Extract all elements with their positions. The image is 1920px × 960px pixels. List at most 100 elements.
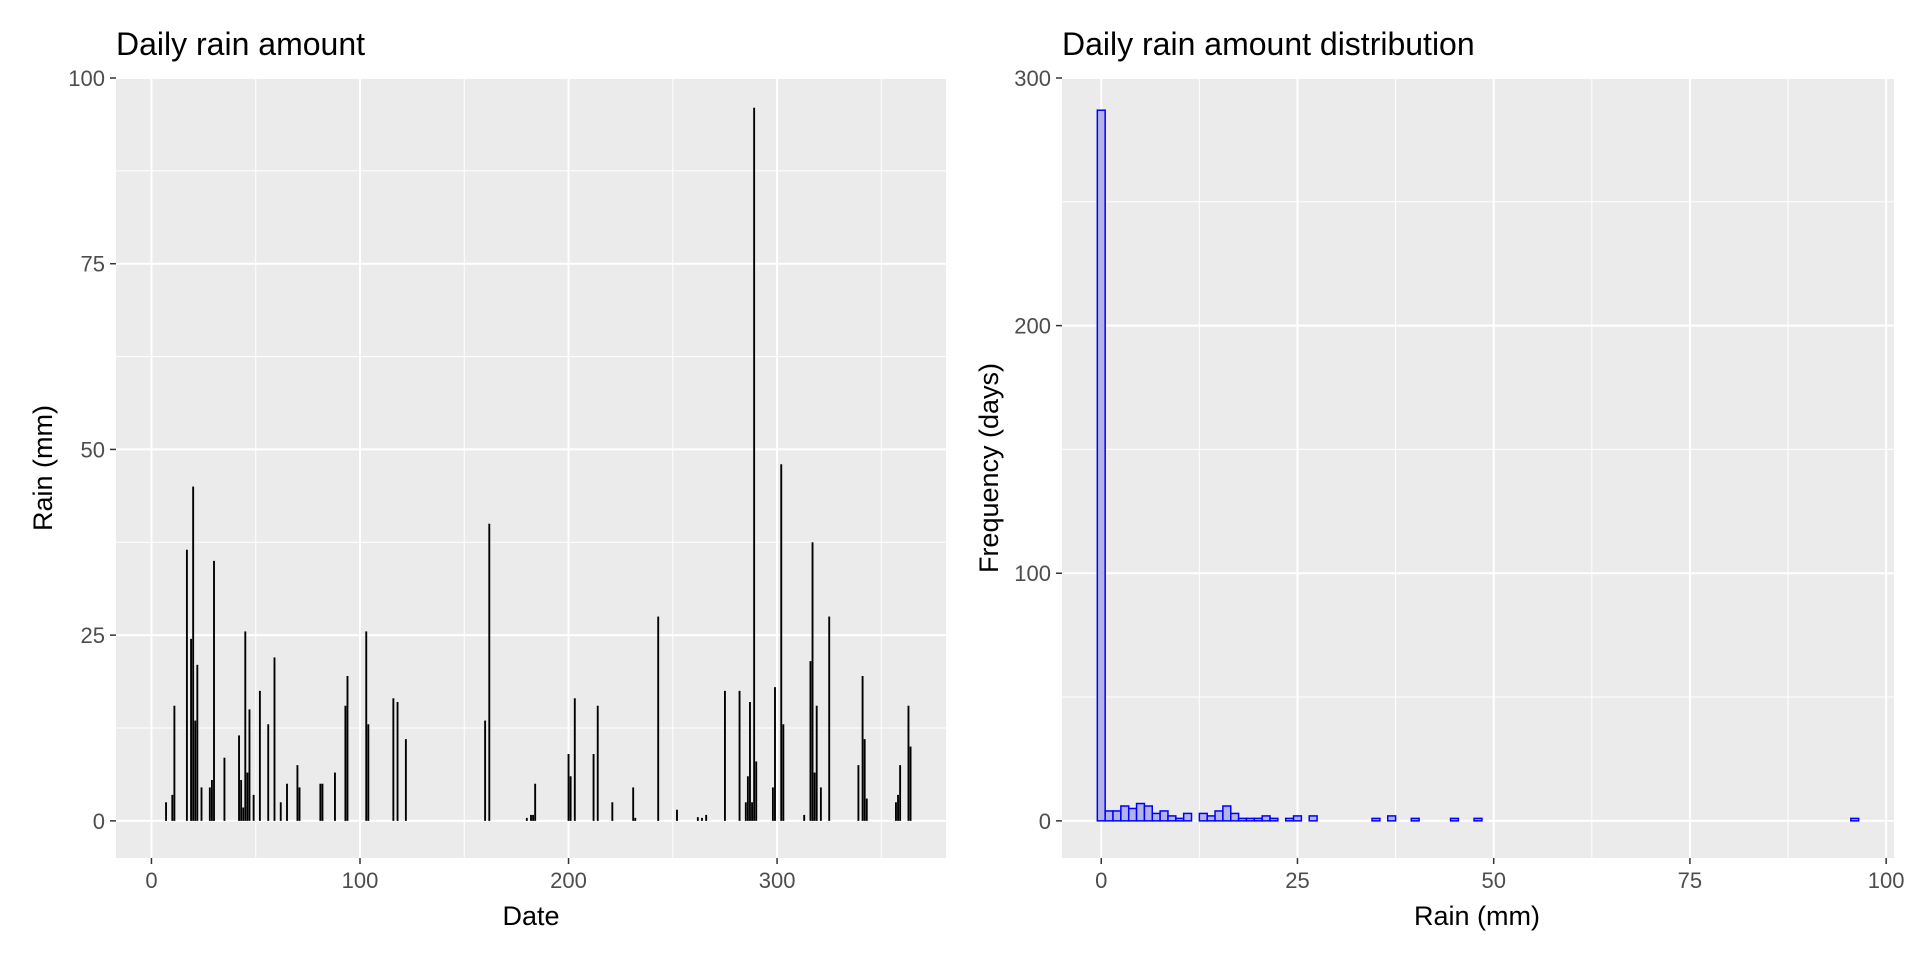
rain-bar <box>396 702 399 821</box>
histogram-bar <box>1850 817 1860 822</box>
rain-bar <box>861 676 864 821</box>
histogram-bar <box>1386 815 1397 822</box>
x-tick-label: 300 <box>759 868 796 893</box>
rain-bar <box>192 486 195 821</box>
histogram-bar <box>1096 109 1106 822</box>
x-tick-label: 100 <box>1868 868 1905 893</box>
y-axis-ticks: 0 25 50 75 100 <box>68 66 116 834</box>
histogram-bar <box>1175 817 1185 822</box>
rain-bar <box>863 739 866 821</box>
rain-bar <box>334 772 336 821</box>
rain-bar <box>365 631 368 821</box>
histogram-bar <box>1449 817 1460 822</box>
rain-bar <box>696 817 699 821</box>
rain-bar <box>771 787 774 821</box>
rain-bar <box>809 661 812 821</box>
rain-bar <box>534 783 537 821</box>
rain-bar <box>319 783 322 821</box>
histogram-bar <box>1167 815 1177 822</box>
histogram-bar <box>1371 817 1381 822</box>
x-tick-label: 75 <box>1678 868 1702 893</box>
rain-bar <box>780 464 783 821</box>
plot-panel <box>1062 78 1894 858</box>
rain-bar <box>367 724 370 821</box>
rain-bar <box>530 814 532 821</box>
rain-bar <box>286 783 288 821</box>
histogram-bar <box>1261 815 1271 822</box>
rain-bar <box>223 757 226 821</box>
y-axis-ticks: 0 100 200 300 <box>1014 66 1062 834</box>
histogram-bar <box>1159 810 1169 822</box>
histogram-bar <box>1135 802 1146 822</box>
rain-bar <box>488 523 491 821</box>
rain-bar <box>749 702 751 821</box>
rain-bar <box>344 705 347 821</box>
rain-bar <box>165 802 167 821</box>
rain-bar <box>573 698 576 821</box>
histogram-bar <box>1182 812 1193 822</box>
rain-bar <box>744 802 747 821</box>
histogram-bar <box>1151 812 1161 822</box>
rain-bar <box>258 690 261 821</box>
histogram-bar <box>1284 817 1295 822</box>
rain-bar <box>298 787 301 821</box>
rain-bar <box>208 787 211 821</box>
y-tick-label: 0 <box>1039 809 1051 834</box>
rain-bar <box>525 817 528 821</box>
rain-bar <box>751 802 753 821</box>
rain-bar <box>190 638 193 821</box>
rain-bar <box>634 817 637 821</box>
rain-bar <box>701 817 703 821</box>
rain-bar <box>828 616 831 821</box>
histogram-bar <box>1127 807 1138 822</box>
rain-bar <box>803 814 806 821</box>
y-tick-label: 200 <box>1014 314 1051 339</box>
y-tick-label: 0 <box>93 809 105 834</box>
rain-bar <box>173 705 176 821</box>
rain-bar <box>813 772 816 821</box>
x-axis-ticks: 0 25 50 75 100 <box>1095 858 1905 893</box>
histogram-bars <box>1096 109 1860 822</box>
rain-bar <box>252 794 255 821</box>
x-tick-label: 200 <box>550 868 587 893</box>
rain-bar <box>857 765 860 821</box>
histogram-bar <box>1253 817 1263 822</box>
rain-bar <box>404 739 407 821</box>
rain-histogram-chart: Daily rain amount distribution 0 25 50 75 10… <box>974 26 1905 931</box>
rain-bar <box>895 802 897 821</box>
histogram-bar <box>1120 805 1130 822</box>
chart-title: Daily rain amount <box>116 26 365 62</box>
rain-bar <box>705 814 708 821</box>
rain-bar <box>238 735 240 821</box>
x-axis-title: Rain (mm) <box>1414 901 1540 931</box>
rain-bar <box>321 783 324 821</box>
rain-bar <box>774 687 776 821</box>
x-tick-label: 25 <box>1285 868 1309 893</box>
x-axis-title: Date <box>502 901 559 931</box>
rain-bar <box>242 807 245 821</box>
histogram-bar <box>1112 810 1122 822</box>
rain-bar <box>200 787 203 821</box>
rain-bar <box>746 776 749 821</box>
x-tick-label: 0 <box>1095 868 1107 893</box>
histogram-bar <box>1245 817 1256 822</box>
histogram-bar <box>1473 817 1483 822</box>
y-axis-title: Rain (mm) <box>28 405 58 531</box>
rain-bar <box>532 814 535 821</box>
rain-bar <box>657 616 660 821</box>
rain-bar <box>273 657 276 821</box>
y-tick-label: 25 <box>81 623 105 648</box>
histogram-bar <box>1206 815 1216 822</box>
rain-bar <box>676 809 678 821</box>
rain-bar <box>240 780 243 821</box>
histogram-bar <box>1143 805 1154 822</box>
histogram-bar <box>1237 817 1248 822</box>
rain-bar <box>753 107 756 821</box>
y-tick-label: 75 <box>81 252 105 277</box>
rain-bar <box>248 709 251 821</box>
rain-bar <box>244 631 247 821</box>
rain-bar <box>738 690 741 821</box>
histogram-bar <box>1269 817 1279 822</box>
histogram-bar <box>1214 810 1224 822</box>
